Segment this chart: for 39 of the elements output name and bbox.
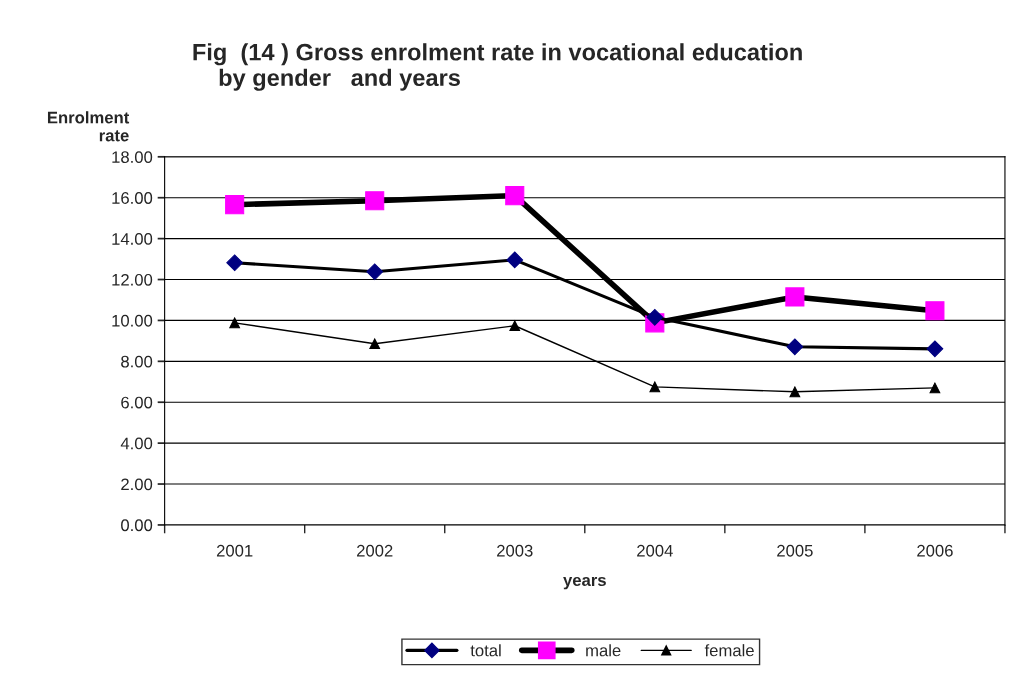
chart-title: Fig (14 ) Gross enrolment rate in vocational education by gender and years xyxy=(193,43,802,91)
point xyxy=(785,287,805,307)
point xyxy=(929,382,941,394)
point xyxy=(365,191,385,211)
point xyxy=(366,263,384,281)
x-tick-label: 2002 xyxy=(357,544,393,557)
y-tick-label: 0.00 xyxy=(121,519,153,532)
x-tick-label: 2004 xyxy=(637,544,673,557)
point xyxy=(925,301,945,321)
point xyxy=(786,338,804,356)
y-axis-title: Enrolment rate xyxy=(47,111,130,142)
y-tick-label: 8.00 xyxy=(121,355,153,368)
legend-label: female xyxy=(704,644,754,657)
x-axis-title: years xyxy=(563,576,606,590)
y-tick-label: 4.00 xyxy=(120,437,153,450)
y-tick-label: 18.00 xyxy=(112,151,153,164)
y-tick-label: 10.00 xyxy=(112,314,153,327)
point xyxy=(229,317,241,329)
point xyxy=(506,251,524,269)
point xyxy=(789,386,801,398)
y-tick-label: 14.00 xyxy=(112,233,153,245)
point xyxy=(369,338,381,350)
x-tick-label: 2005 xyxy=(777,544,813,557)
point xyxy=(649,381,661,393)
legend-label: male xyxy=(586,644,621,657)
y-tick-label: 16.00 xyxy=(112,192,153,204)
y-tick-label: 6.00 xyxy=(121,396,153,409)
point xyxy=(225,195,245,215)
x-tick-label: 2001 xyxy=(216,544,253,557)
y-tick-label: 12.00 xyxy=(112,273,153,286)
x-tick-label: 2006 xyxy=(917,544,953,557)
legend-label: total xyxy=(470,644,501,657)
x-tick-label: 2003 xyxy=(497,544,533,557)
y-tick-label: 2.00 xyxy=(121,478,153,491)
point xyxy=(509,320,521,332)
point xyxy=(926,340,944,358)
point xyxy=(646,308,664,326)
point xyxy=(226,254,244,272)
point xyxy=(505,186,525,206)
